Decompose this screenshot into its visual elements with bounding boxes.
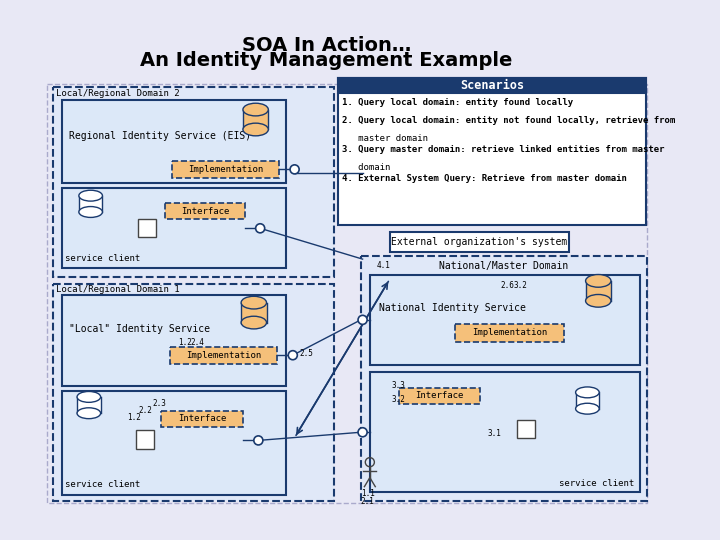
Ellipse shape	[243, 123, 269, 136]
Text: An Identity Management Example: An Identity Management Example	[140, 51, 513, 70]
Text: Implementation: Implementation	[188, 165, 264, 174]
Text: Local/Regional Domain 2: Local/Regional Domain 2	[56, 89, 180, 98]
Bar	[338, 78, 647, 225]
Bar	[243, 110, 269, 130]
Ellipse shape	[575, 403, 599, 414]
Text: "Local" Identity Service: "Local" Identity Service	[69, 324, 210, 334]
Bar	[62, 295, 287, 386]
Text: Interface: Interface	[181, 207, 229, 215]
Text: 3.3: 3.3	[392, 381, 405, 390]
Ellipse shape	[77, 408, 101, 418]
Text: External organization's system: External organization's system	[392, 237, 567, 247]
Circle shape	[358, 428, 367, 437]
Text: Regional Identity Service (EIS): Regional Identity Service (EIS)	[69, 131, 251, 141]
Bar	[585, 281, 611, 301]
Ellipse shape	[585, 294, 611, 307]
Circle shape	[358, 315, 367, 325]
Ellipse shape	[241, 316, 266, 329]
Bar	[79, 195, 102, 212]
Text: National/Master Domain: National/Master Domain	[439, 261, 569, 271]
Bar	[399, 388, 480, 404]
Text: Implementation: Implementation	[472, 328, 547, 337]
Text: domain: domain	[342, 163, 390, 172]
Text: service client: service client	[66, 481, 140, 489]
Bar	[77, 397, 101, 413]
Text: 3.2: 3.2	[392, 395, 405, 404]
Bar	[390, 232, 570, 252]
Text: National Identity Service: National Identity Service	[379, 303, 526, 313]
Bar	[53, 87, 333, 277]
Text: 1. Query local domain: entity found locally: 1. Query local domain: entity found loca…	[342, 98, 573, 107]
Circle shape	[256, 224, 265, 233]
Text: service client: service client	[66, 254, 140, 263]
Bar	[517, 420, 535, 438]
Bar	[338, 78, 647, 93]
Bar	[62, 99, 287, 183]
Text: 1.1: 1.1	[361, 489, 374, 498]
Bar	[455, 325, 564, 342]
Text: Interface: Interface	[178, 414, 226, 423]
Bar	[241, 302, 266, 322]
Text: Local/Regional Domain 1: Local/Regional Domain 1	[56, 286, 180, 294]
Ellipse shape	[241, 296, 266, 309]
Text: 3.2: 3.2	[513, 281, 527, 290]
Text: service client: service client	[559, 478, 634, 488]
Circle shape	[254, 436, 263, 445]
Bar	[53, 284, 333, 501]
Ellipse shape	[575, 387, 599, 398]
Text: 2.6: 2.6	[500, 281, 514, 290]
Bar	[136, 430, 154, 449]
Ellipse shape	[79, 190, 102, 201]
Text: Implementation: Implementation	[186, 350, 261, 360]
Ellipse shape	[79, 206, 102, 218]
Text: 4.1: 4.1	[376, 261, 390, 270]
Bar	[138, 219, 156, 238]
Text: 3.1: 3.1	[487, 429, 502, 437]
Bar	[370, 274, 640, 365]
Text: 2.5: 2.5	[299, 349, 313, 358]
Text: Interface: Interface	[415, 392, 464, 401]
Bar	[361, 256, 647, 501]
Bar	[161, 410, 243, 427]
Bar	[62, 390, 287, 495]
Bar	[165, 203, 245, 219]
Bar	[171, 347, 277, 365]
Text: 2.1: 2.1	[361, 497, 374, 505]
Text: master domain: master domain	[342, 134, 428, 143]
Text: 2.2: 2.2	[139, 406, 153, 415]
Text: 2.3: 2.3	[153, 399, 166, 408]
Text: 4. External System Query: Retrieve from master domain: 4. External System Query: Retrieve from …	[342, 174, 626, 183]
Bar	[62, 188, 287, 268]
Text: Scenarios: Scenarios	[460, 79, 524, 92]
Bar	[47, 84, 647, 503]
Circle shape	[290, 165, 299, 174]
Ellipse shape	[243, 103, 269, 116]
Text: 2. Query local domain: entity not found locally, retrieve from: 2. Query local domain: entity not found …	[342, 116, 675, 125]
Bar	[575, 393, 599, 409]
Bar	[370, 373, 640, 492]
Text: SOA In Action…: SOA In Action…	[242, 36, 411, 55]
Bar	[172, 161, 279, 178]
Text: 3. Query master domain: retrieve linked entities from master: 3. Query master domain: retrieve linked …	[342, 145, 665, 154]
Text: 1.2: 1.2	[178, 338, 192, 347]
Text: 1.2: 1.2	[127, 413, 141, 422]
Text: 2.4: 2.4	[190, 338, 204, 347]
Circle shape	[288, 350, 297, 360]
Ellipse shape	[585, 274, 611, 287]
Ellipse shape	[77, 392, 101, 402]
